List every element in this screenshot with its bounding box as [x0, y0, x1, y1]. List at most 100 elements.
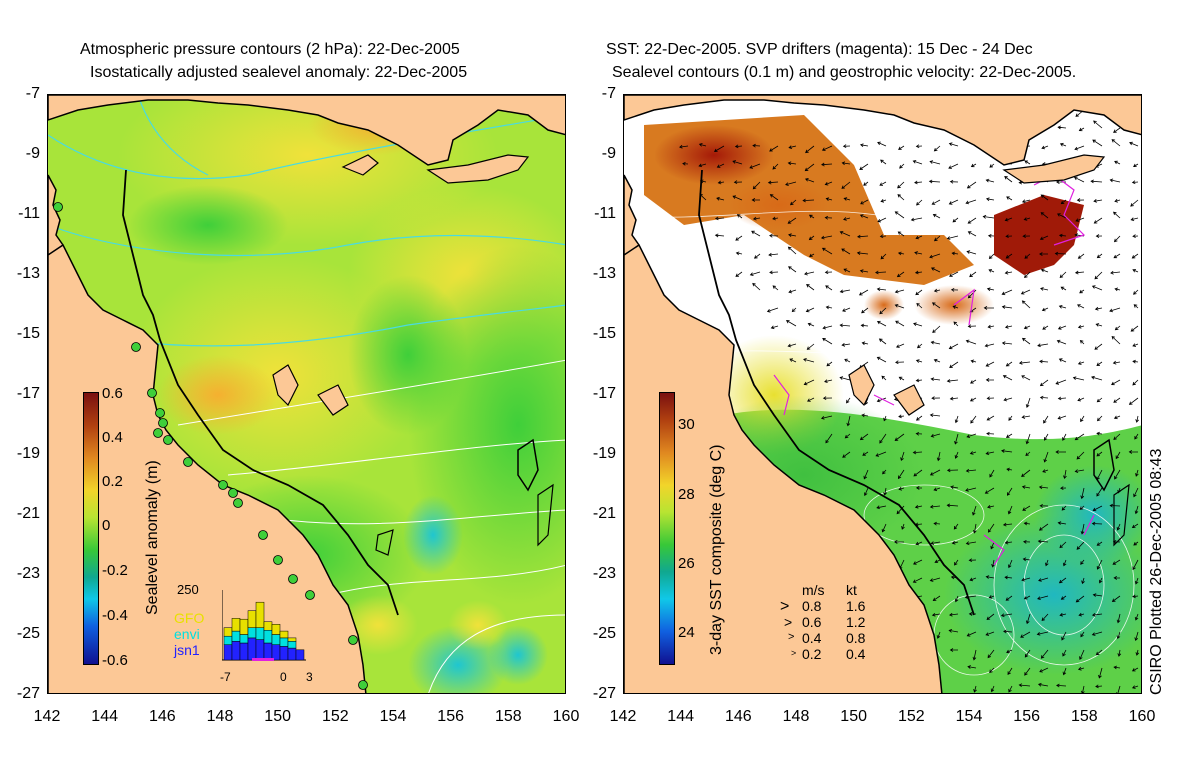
velocity-arrow	[1133, 541, 1139, 546]
velocity-legend-ms: 0.8	[802, 598, 822, 614]
velocity-arrow	[966, 181, 977, 189]
reef-island	[1093, 438, 1115, 492]
velocity-arrow	[1096, 541, 1103, 546]
velocity-arrow	[948, 629, 959, 633]
velocity-arrow	[1055, 379, 1067, 385]
velocity-arrow	[1020, 289, 1031, 295]
velocity-arrow	[698, 163, 707, 168]
velocity-legend-kt: 0.4	[846, 646, 866, 662]
inset-bar-jsn1	[255, 639, 265, 661]
velocity-arrow	[1135, 415, 1139, 423]
velocity-arrow	[988, 253, 995, 260]
velocity-arrow	[953, 321, 959, 327]
velocity-arrow	[839, 323, 851, 328]
reef-island	[848, 364, 875, 407]
velocity-arrow	[936, 631, 941, 639]
velocity-arrow	[790, 199, 797, 206]
sealevel-map[interactable]	[47, 94, 566, 694]
inset-bar-gfo	[223, 627, 233, 637]
velocity-arrow	[985, 197, 995, 202]
velocity-arrow-glyph: >	[784, 614, 793, 630]
velocity-arrow	[1023, 539, 1031, 544]
velocity-arrow	[1132, 359, 1139, 364]
velocity-arrow	[931, 199, 941, 205]
velocity-arrow	[967, 289, 977, 299]
inset-bar-gfo	[231, 618, 241, 632]
sst-orange-region	[864, 290, 904, 320]
inset-legend-envi: envi	[174, 626, 200, 642]
velocity-arrow	[912, 577, 923, 583]
velocity-arrow	[986, 613, 995, 620]
velocity-arrow	[982, 214, 995, 219]
inset-histogram: 250 GFO envi jsn1 -7 0 3	[170, 580, 320, 690]
velocity-arrow	[985, 575, 995, 579]
velocity-arrow	[841, 161, 851, 166]
velocity-arrow	[859, 269, 869, 273]
velocity-arrow	[1040, 268, 1049, 273]
velocity-arrow	[1037, 595, 1049, 600]
velocity-arrow	[1076, 541, 1085, 550]
velocity-arrow	[863, 181, 869, 186]
plot-credit: CSIRO Plotted 26-Dec-2005 08:43	[1148, 448, 1165, 695]
sealevel-colorbar-tick: 0.6	[102, 385, 123, 402]
inset-xtick: -7	[220, 670, 231, 684]
longitude-tick: 156	[437, 708, 465, 725]
velocity-arrow	[965, 487, 977, 492]
velocity-arrow	[1128, 450, 1139, 454]
inset-bar-gfo	[247, 610, 257, 628]
velocity-arrow	[1038, 523, 1049, 531]
velocity-arrow	[1093, 217, 1103, 224]
inset-bar-gfo	[287, 637, 297, 642]
velocity-arrow	[954, 433, 959, 445]
velocity-arrow	[969, 271, 977, 278]
velocity-arrow	[841, 248, 851, 255]
velocity-arrow	[1116, 613, 1121, 624]
velocity-arrow	[916, 302, 923, 309]
velocity-arrow	[1057, 521, 1067, 525]
velocity-arrow	[1004, 575, 1013, 580]
land-islands	[341, 154, 379, 176]
velocity-arrow	[1021, 469, 1031, 477]
velocity-arrow	[1001, 449, 1013, 453]
velocity-arrow	[1096, 431, 1103, 436]
velocity-arrow	[985, 178, 995, 183]
reef-edge	[122, 169, 399, 616]
inset-bar-jsn1	[231, 641, 241, 661]
velocity-arrow	[876, 287, 887, 292]
velocity-arrow	[1039, 379, 1049, 387]
velocity-arrow	[948, 163, 959, 169]
velocity-arrow	[894, 289, 905, 294]
velocity-arrow	[1025, 397, 1031, 408]
velocity-arrow	[1099, 577, 1103, 584]
velocity-arrow	[1043, 415, 1049, 424]
velocity-legend-kt: 1.2	[846, 614, 866, 630]
velocity-arrow	[990, 541, 995, 550]
velocity-arrow	[1059, 612, 1067, 617]
velocity-arrow	[1112, 559, 1121, 565]
latitude-tick: -7	[25, 85, 40, 102]
velocity-arrow	[949, 612, 959, 617]
velocity-arrow	[772, 285, 779, 291]
velocity-arrow	[973, 685, 977, 693]
velocity-arrow	[965, 468, 977, 473]
latitude-tick: -19	[592, 445, 616, 462]
velocity-arrow	[861, 413, 869, 418]
sst-map[interactable]	[623, 94, 1142, 694]
velocity-arrow	[1111, 335, 1121, 345]
velocity-arrow	[1001, 341, 1013, 346]
velocity-arrow	[789, 358, 797, 363]
velocity-arrow	[1024, 253, 1031, 259]
latitude-tick: -23	[16, 565, 40, 582]
velocity-arrow	[1130, 199, 1139, 207]
velocity-arrow	[788, 233, 797, 238]
velocity-arrow	[859, 214, 869, 219]
velocity-arrow	[915, 289, 923, 296]
velocity-arrow	[883, 487, 887, 496]
longitude-tick: 154	[955, 708, 983, 725]
velocity-arrow	[880, 159, 887, 165]
longitude-tick: 160	[552, 708, 580, 725]
velocity-arrow	[985, 378, 995, 382]
velocity-arrow	[1109, 307, 1121, 313]
velocity-arrow	[880, 199, 887, 203]
velocity-arrow	[1038, 485, 1049, 490]
